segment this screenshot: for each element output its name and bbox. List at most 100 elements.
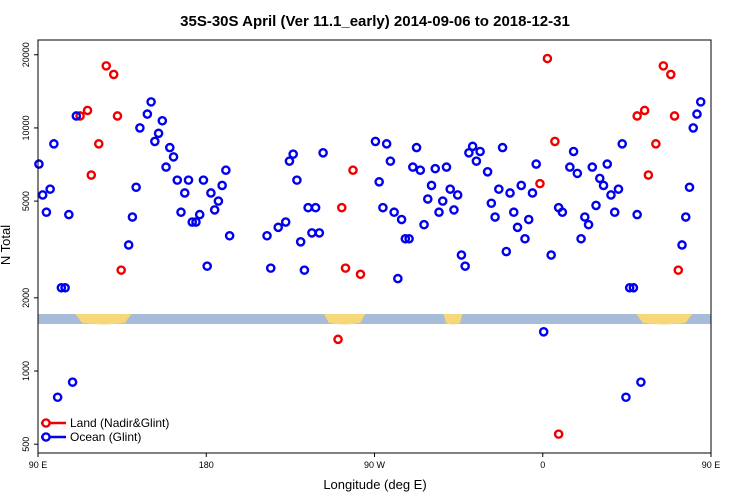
ocean-point: [49, 139, 59, 149]
y-tick-label: 5000: [21, 191, 31, 211]
ocean-point: [370, 136, 381, 147]
ocean-point: [127, 212, 138, 222]
land-point: [108, 69, 119, 80]
x-axis-title: Longitude (deg E): [323, 477, 426, 492]
legend-marker: [41, 418, 51, 428]
ocean-point: [557, 207, 568, 218]
ocean-point: [583, 219, 594, 230]
land-point: [632, 111, 642, 121]
ocean-band: [38, 314, 711, 324]
ocean-point: [157, 115, 168, 126]
land-point: [651, 139, 661, 149]
land-point: [535, 178, 545, 189]
ocean-point: [378, 202, 388, 213]
ocean-point: [292, 175, 302, 185]
ocean-point: [527, 188, 538, 198]
ocean-point: [486, 198, 497, 209]
land-point: [336, 202, 347, 213]
y-tick-label: 10000: [21, 115, 31, 140]
ocean-point: [318, 148, 328, 158]
ocean-point: [449, 205, 459, 215]
ocean-point: [71, 111, 82, 121]
ocean-point: [520, 233, 530, 244]
ocean-point: [217, 180, 227, 191]
ocean-point: [45, 184, 55, 194]
ocean-point: [150, 136, 160, 147]
ocean-point: [41, 207, 52, 218]
ocean-point: [164, 142, 175, 153]
ocean-point: [284, 156, 295, 166]
ocean-point: [381, 139, 392, 149]
ocean-point: [434, 207, 444, 218]
ocean-point: [411, 142, 422, 153]
legend-entry-ocean: Ocean (Glint): [70, 430, 141, 444]
ocean-point: [609, 207, 620, 218]
ocean-point: [572, 168, 583, 179]
ocean-point: [475, 146, 485, 157]
ocean-point: [688, 123, 699, 133]
ocean-point: [501, 246, 512, 257]
ocean-point: [568, 146, 579, 157]
ocean-point: [146, 97, 156, 107]
x-tick-label: 90 W: [364, 460, 386, 470]
ocean-point: [307, 228, 317, 238]
ocean-point: [176, 207, 186, 218]
land-point: [116, 265, 126, 275]
land-ocean-band: [38, 314, 711, 325]
plot-frame: [37, 39, 712, 454]
ocean-point: [224, 230, 235, 241]
ocean-point: [288, 149, 298, 159]
ocean-point: [194, 209, 205, 220]
ocean-point: [389, 207, 399, 218]
ocean-point: [135, 123, 145, 133]
ocean-point: [695, 97, 706, 107]
ocean-point: [265, 263, 276, 273]
land-point: [669, 111, 680, 121]
ocean-point: [183, 175, 194, 185]
ocean-point: [591, 200, 601, 211]
ocean-point: [580, 212, 590, 222]
ocean-point: [303, 202, 313, 213]
ocean-point: [37, 190, 48, 200]
ocean-point: [131, 182, 141, 193]
legend: Land (Nadir&Glint)Ocean (Glint): [41, 416, 169, 444]
chart-title: 35S-30S April (Ver 11.1_early) 2014-09-0…: [180, 13, 570, 30]
ocean-point: [60, 282, 70, 293]
ocean-point: [437, 196, 448, 206]
y-axis-title: N Total: [0, 225, 13, 265]
x-tick-label: 0: [540, 460, 545, 470]
land-point: [643, 170, 654, 180]
ocean-point: [419, 219, 429, 230]
ocean-point: [621, 392, 631, 403]
ocean-point: [404, 233, 414, 244]
ocean-point: [123, 240, 134, 250]
ocean-point: [445, 184, 456, 194]
ocean-point: [374, 177, 384, 187]
land-point: [101, 61, 112, 71]
ocean-point: [606, 190, 616, 200]
ocean-point: [576, 233, 586, 244]
ocean-point: [396, 214, 407, 225]
x-tick-label: 90 E: [29, 460, 48, 470]
ocean-point: [310, 202, 321, 213]
ocean-point: [153, 128, 164, 139]
ocean-point: [587, 162, 598, 172]
land-point: [340, 263, 351, 273]
ocean-point: [512, 222, 523, 233]
ocean-point: [273, 222, 284, 233]
ocean-point: [393, 273, 403, 284]
ocean-point: [168, 152, 179, 162]
y-tick-label: 1000: [21, 361, 31, 381]
y-tick-label: 2000: [21, 288, 31, 308]
ocean-point: [262, 230, 272, 241]
y-tick-label: 20000: [21, 42, 31, 67]
ocean-point: [64, 209, 74, 220]
ocean-point: [684, 182, 695, 193]
land-point: [658, 61, 669, 71]
ocean-point: [209, 205, 220, 215]
ocean-point: [490, 212, 500, 222]
ocean-point: [546, 250, 556, 260]
land-point: [75, 111, 85, 121]
ocean-point: [198, 175, 209, 185]
ocean-point: [471, 156, 482, 166]
